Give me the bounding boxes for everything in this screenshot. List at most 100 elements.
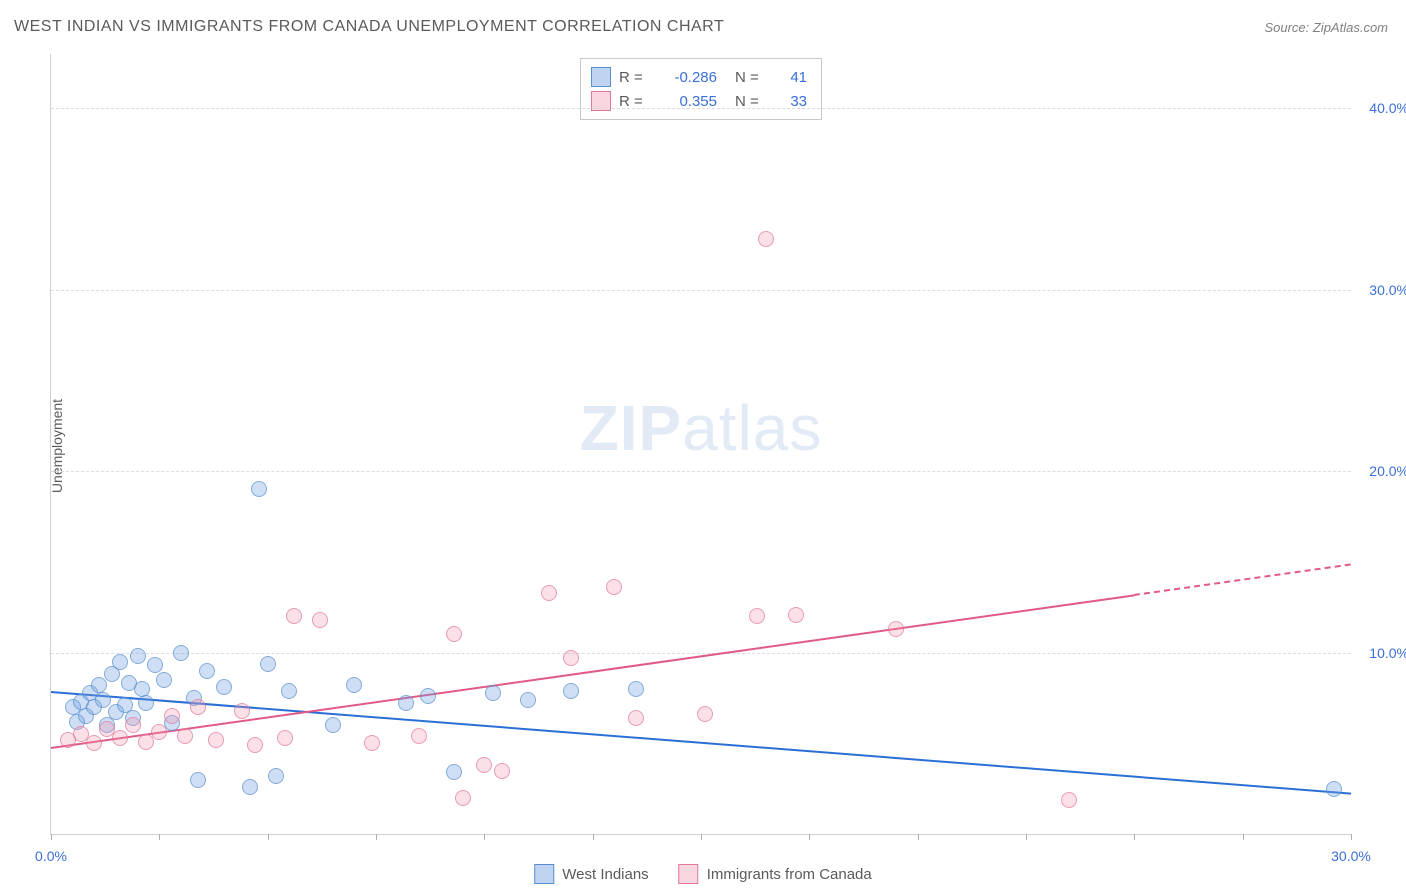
x-tick <box>484 834 485 840</box>
data-point <box>138 695 154 711</box>
data-point <box>277 730 293 746</box>
x-tick <box>918 834 919 840</box>
y-tick-label: 40.0% <box>1369 100 1406 116</box>
data-point <box>242 779 258 795</box>
x-tick-label: 30.0% <box>1331 848 1371 864</box>
data-point <box>251 481 267 497</box>
data-point <box>398 695 414 711</box>
watermark-zip: ZIP <box>580 392 683 464</box>
data-point <box>260 656 276 672</box>
data-point <box>446 764 462 780</box>
data-point <box>164 708 180 724</box>
data-point <box>95 692 111 708</box>
watermark: ZIPatlas <box>580 391 823 465</box>
swatch-series-0 <box>534 864 554 884</box>
data-point <box>125 717 141 733</box>
data-point <box>134 681 150 697</box>
data-point <box>86 735 102 751</box>
data-point <box>749 608 765 624</box>
data-point <box>346 677 362 693</box>
data-point <box>147 657 163 673</box>
data-point <box>697 706 713 722</box>
legend-r-value-0: -0.286 <box>661 69 717 86</box>
legend-r-value-1: 0.355 <box>661 93 717 110</box>
plot-area: ZIPatlas R = -0.286 N = 41 R = 0.355 N =… <box>50 54 1351 835</box>
x-tick <box>701 834 702 840</box>
x-tick <box>159 834 160 840</box>
data-point <box>151 724 167 740</box>
x-tick <box>1134 834 1135 840</box>
data-point <box>520 692 536 708</box>
data-point <box>485 685 501 701</box>
x-tick <box>593 834 594 840</box>
legend-n-value-1: 33 <box>777 93 807 110</box>
trendline <box>1134 564 1351 598</box>
series-legend: West Indians Immigrants from Canada <box>534 864 872 884</box>
x-tick <box>51 834 52 840</box>
data-point <box>455 790 471 806</box>
data-point <box>312 612 328 628</box>
x-tick <box>1243 834 1244 840</box>
x-tick <box>1026 834 1027 840</box>
x-tick <box>1351 834 1352 840</box>
data-point <box>173 645 189 661</box>
swatch-series-1 <box>679 864 699 884</box>
data-point <box>247 737 263 753</box>
chart-container: WEST INDIAN VS IMMIGRANTS FROM CANADA UN… <box>0 0 1406 892</box>
series-legend-label-1: Immigrants from Canada <box>707 866 872 883</box>
series-legend-item-1: Immigrants from Canada <box>679 864 872 884</box>
data-point <box>411 728 427 744</box>
legend-r-label: R = <box>619 69 653 86</box>
legend-n-value-0: 41 <box>777 69 807 86</box>
data-point <box>628 681 644 697</box>
data-point <box>364 735 380 751</box>
data-point <box>91 677 107 693</box>
data-point <box>130 648 146 664</box>
y-tick-label: 30.0% <box>1369 282 1406 298</box>
data-point <box>281 683 297 699</box>
watermark-atlas: atlas <box>682 392 822 464</box>
data-point <box>563 683 579 699</box>
swatch-series-0 <box>591 67 611 87</box>
data-point <box>606 579 622 595</box>
data-point <box>325 717 341 733</box>
gridline <box>51 290 1351 291</box>
gridline <box>51 471 1351 472</box>
y-tick-label: 10.0% <box>1369 645 1406 661</box>
data-point <box>628 710 644 726</box>
source-attribution: Source: ZipAtlas.com <box>1264 20 1388 35</box>
data-point <box>420 688 436 704</box>
data-point <box>541 585 557 601</box>
data-point <box>476 757 492 773</box>
chart-title: WEST INDIAN VS IMMIGRANTS FROM CANADA UN… <box>14 18 724 36</box>
gridline <box>51 653 1351 654</box>
data-point <box>758 231 774 247</box>
legend-row-series-0: R = -0.286 N = 41 <box>591 65 807 89</box>
data-point <box>190 699 206 715</box>
data-point <box>112 654 128 670</box>
legend-n-label: N = <box>735 69 769 86</box>
data-point <box>234 703 250 719</box>
data-point <box>199 663 215 679</box>
data-point <box>446 626 462 642</box>
gridline <box>51 108 1351 109</box>
data-point <box>494 763 510 779</box>
legend-n-label: N = <box>735 93 769 110</box>
data-point <box>190 772 206 788</box>
y-tick-label: 20.0% <box>1369 463 1406 479</box>
data-point <box>563 650 579 666</box>
series-legend-label-0: West Indians <box>562 866 648 883</box>
data-point <box>1326 781 1342 797</box>
x-tick <box>376 834 377 840</box>
data-point <box>1061 792 1077 808</box>
x-tick <box>268 834 269 840</box>
x-tick <box>809 834 810 840</box>
x-tick-label: 0.0% <box>35 848 67 864</box>
data-point <box>156 672 172 688</box>
data-point <box>208 732 224 748</box>
legend-r-label: R = <box>619 93 653 110</box>
correlation-legend: R = -0.286 N = 41 R = 0.355 N = 33 <box>580 58 822 120</box>
data-point <box>177 728 193 744</box>
series-legend-item-0: West Indians <box>534 864 648 884</box>
data-point <box>112 730 128 746</box>
